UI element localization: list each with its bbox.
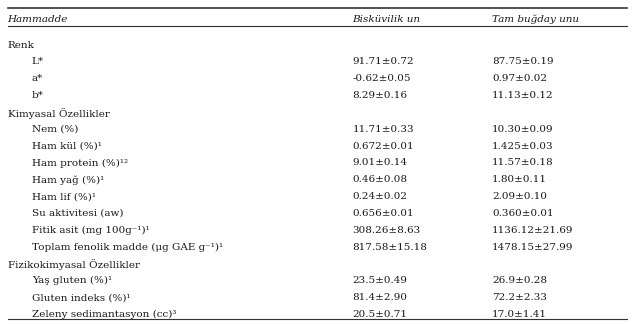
Text: Yaş gluten (%)¹: Yaş gluten (%)¹ bbox=[32, 276, 112, 285]
Text: 0.656±0.01: 0.656±0.01 bbox=[352, 209, 414, 218]
Text: Su aktivitesi (aw): Su aktivitesi (aw) bbox=[32, 209, 123, 218]
Text: 26.9±0.28: 26.9±0.28 bbox=[492, 276, 547, 285]
Text: 10.30±0.09: 10.30±0.09 bbox=[492, 125, 554, 134]
Text: 11.71±0.33: 11.71±0.33 bbox=[352, 125, 414, 134]
Text: Zeleny sedimantasyon (cc)³: Zeleny sedimantasyon (cc)³ bbox=[32, 310, 176, 319]
Text: Hammadde: Hammadde bbox=[8, 15, 68, 24]
Text: 0.97±0.02: 0.97±0.02 bbox=[492, 74, 547, 83]
Text: Renk: Renk bbox=[8, 40, 34, 50]
Text: Kimyasal Özellikler: Kimyasal Özellikler bbox=[8, 108, 109, 119]
Text: 17.0±1.41: 17.0±1.41 bbox=[492, 310, 547, 319]
Text: Ham lif (%)¹: Ham lif (%)¹ bbox=[32, 192, 96, 201]
Text: 0.24±0.02: 0.24±0.02 bbox=[352, 192, 408, 201]
Text: 87.75±0.19: 87.75±0.19 bbox=[492, 57, 554, 66]
Text: Ham yağ (%)¹: Ham yağ (%)¹ bbox=[32, 175, 104, 185]
Text: 1.80±0.11: 1.80±0.11 bbox=[492, 175, 547, 184]
Text: Bisküvilik un: Bisküvilik un bbox=[352, 15, 420, 24]
Text: -0.62±0.05: -0.62±0.05 bbox=[352, 74, 411, 83]
Text: 11.13±0.12: 11.13±0.12 bbox=[492, 91, 554, 100]
Text: 1478.15±27.99: 1478.15±27.99 bbox=[492, 243, 573, 252]
Text: 8.29±0.16: 8.29±0.16 bbox=[352, 91, 408, 100]
Text: 0.360±0.01: 0.360±0.01 bbox=[492, 209, 554, 218]
Text: 0.46±0.08: 0.46±0.08 bbox=[352, 175, 408, 184]
Text: a*: a* bbox=[32, 74, 43, 83]
Text: Ham kül (%)¹: Ham kül (%)¹ bbox=[32, 142, 102, 151]
Text: 1136.12±21.69: 1136.12±21.69 bbox=[492, 226, 573, 235]
Text: Gluten indeks (%)¹: Gluten indeks (%)¹ bbox=[32, 293, 130, 302]
Text: L*: L* bbox=[32, 57, 44, 66]
Text: 81.4±2.90: 81.4±2.90 bbox=[352, 293, 408, 302]
Text: Nem (%): Nem (%) bbox=[32, 125, 78, 134]
Text: Toplam fenolik madde (μg GAE g⁻¹)¹: Toplam fenolik madde (μg GAE g⁻¹)¹ bbox=[32, 243, 223, 252]
Text: Fitik asit (mg 100g⁻¹)¹: Fitik asit (mg 100g⁻¹)¹ bbox=[32, 226, 149, 235]
Text: Fizikokimyasal Özellikler: Fizikokimyasal Özellikler bbox=[8, 260, 140, 271]
Text: 1.425±0.03: 1.425±0.03 bbox=[492, 142, 554, 151]
Text: 2.09±0.10: 2.09±0.10 bbox=[492, 192, 547, 201]
Text: 23.5±0.49: 23.5±0.49 bbox=[352, 276, 408, 285]
Text: 91.71±0.72: 91.71±0.72 bbox=[352, 57, 414, 66]
Text: 9.01±0.14: 9.01±0.14 bbox=[352, 158, 408, 168]
Text: Tam buğday unu: Tam buğday unu bbox=[492, 15, 579, 24]
Text: 11.57±0.18: 11.57±0.18 bbox=[492, 158, 554, 168]
Text: b*: b* bbox=[32, 91, 44, 100]
Text: 20.5±0.71: 20.5±0.71 bbox=[352, 310, 408, 319]
Text: 308.26±8.63: 308.26±8.63 bbox=[352, 226, 420, 235]
Text: Ham protein (%)¹²: Ham protein (%)¹² bbox=[32, 158, 128, 168]
Text: 817.58±15.18: 817.58±15.18 bbox=[352, 243, 427, 252]
Text: 72.2±2.33: 72.2±2.33 bbox=[492, 293, 547, 302]
Text: 0.672±0.01: 0.672±0.01 bbox=[352, 142, 414, 151]
